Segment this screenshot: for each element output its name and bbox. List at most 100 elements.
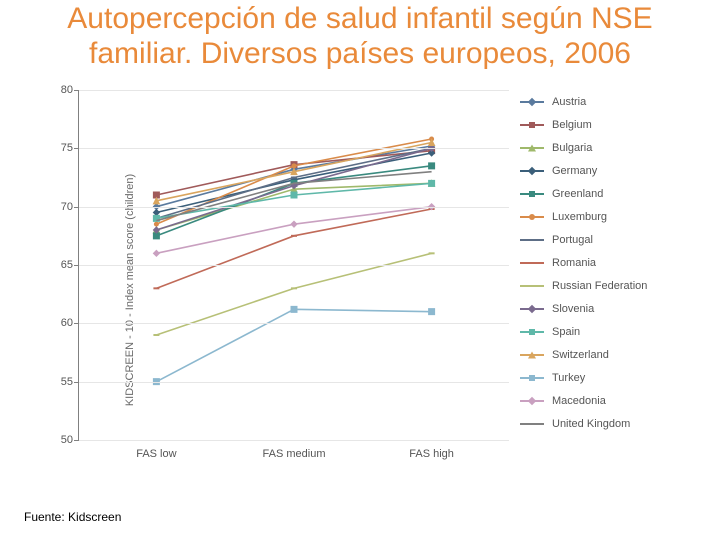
legend-item: Romania: [520, 251, 675, 274]
legend-marker-icon: [529, 329, 535, 335]
legend-item: Austria: [520, 90, 675, 113]
legend-swatch: [520, 281, 544, 291]
legend-item: Germany: [520, 159, 675, 182]
chart: KIDSCREEN - 10 - Index mean score (child…: [40, 90, 680, 490]
series-marker: [153, 250, 159, 256]
legend-item: Russian Federation: [520, 274, 675, 297]
legend-marker-icon: [528, 166, 536, 174]
legend-item: Belgium: [520, 113, 675, 136]
y-tick: [74, 207, 79, 208]
legend-item: Luxemburg: [520, 205, 675, 228]
x-tick-label: FAS low: [136, 448, 176, 460]
legend-label: Switzerland: [552, 349, 609, 361]
x-tick-label: FAS high: [409, 448, 454, 460]
legend-item: Spain: [520, 320, 675, 343]
gridline: [79, 323, 509, 324]
legend-label: Macedonia: [552, 395, 606, 407]
y-tick-label: 80: [61, 84, 73, 96]
legend-swatch: [520, 120, 544, 130]
gridline: [79, 148, 509, 149]
legend-item: Macedonia: [520, 389, 675, 412]
y-tick-label: 55: [61, 376, 73, 388]
legend-label: United Kingdom: [552, 418, 630, 430]
series-marker: [153, 210, 159, 216]
legend-swatch: [520, 419, 544, 429]
legend-swatch: [520, 143, 544, 153]
series-marker: [154, 222, 159, 227]
legend-swatch: [520, 258, 544, 268]
legend-item: Portugal: [520, 228, 675, 251]
series-marker: [291, 192, 297, 198]
y-tick-label: 60: [61, 317, 73, 329]
y-tick: [74, 440, 79, 441]
legend-swatch: [520, 350, 544, 360]
slide-title: Autopercepción de salud infantil según N…: [0, 0, 720, 75]
y-tick-label: 65: [61, 259, 73, 271]
legend-label: Portugal: [552, 234, 593, 246]
gridline: [79, 382, 509, 383]
legend-swatch: [520, 373, 544, 383]
legend-label: Turkey: [552, 372, 585, 384]
legend-marker-icon: [528, 396, 536, 404]
legend-label: Belgium: [552, 119, 592, 131]
y-tick: [74, 90, 79, 91]
source-caption: Fuente: Kidscreen: [24, 510, 121, 524]
series-marker: [153, 233, 159, 239]
legend-item: United Kingdom: [520, 412, 675, 435]
legend-swatch: [520, 304, 544, 314]
y-tick: [74, 382, 79, 383]
y-tick: [74, 265, 79, 266]
title-line-2: familiar. Diversos países europeos, 2006: [89, 37, 631, 70]
legend-swatch: [520, 396, 544, 406]
gridline: [79, 265, 509, 266]
legend-label: Austria: [552, 96, 586, 108]
legend-marker-icon: [528, 351, 536, 358]
legend-item: Slovenia: [520, 297, 675, 320]
y-tick-label: 70: [61, 201, 73, 213]
plot-area: 50556065707580FAS lowFAS mediumFAS high: [78, 90, 509, 441]
legend-label: Bulgaria: [552, 142, 592, 154]
slide: Autopercepción de salud infantil según N…: [0, 0, 720, 540]
series-marker: [429, 163, 435, 169]
y-tick: [74, 323, 79, 324]
legend-marker-icon: [528, 285, 536, 287]
legend-label: Greenland: [552, 188, 603, 200]
gridline: [79, 207, 509, 208]
legend-marker-icon: [528, 304, 536, 312]
legend-swatch: [520, 235, 544, 245]
legend-label: Spain: [552, 326, 580, 338]
legend-marker-icon: [528, 262, 536, 264]
series-marker: [429, 309, 435, 315]
legend-swatch: [520, 212, 544, 222]
legend-swatch: [520, 166, 544, 176]
x-tick-label: FAS medium: [263, 448, 326, 460]
gridline: [79, 90, 509, 91]
legend-swatch: [520, 97, 544, 107]
legend-label: Slovenia: [552, 303, 594, 315]
legend-label: Germany: [552, 165, 597, 177]
series-marker: [291, 221, 297, 227]
legend-marker-icon: [529, 214, 535, 220]
legend-marker-icon: [528, 144, 536, 151]
y-tick-label: 50: [61, 434, 73, 446]
legend-marker-icon: [529, 191, 535, 197]
legend-swatch: [520, 327, 544, 337]
legend: Austria Belgium Bulgaria Germany Greenland Lu…: [520, 90, 675, 435]
legend-marker-icon: [528, 239, 536, 241]
series-line: [156, 207, 431, 254]
legend-marker-icon: [529, 375, 535, 381]
title-line-1: Autopercepción de salud infantil según N…: [67, 2, 652, 35]
legend-label: Luxemburg: [552, 211, 607, 223]
series-marker: [429, 180, 435, 186]
y-tick-label: 75: [61, 142, 73, 154]
y-tick: [74, 148, 79, 149]
series-marker: [291, 306, 297, 312]
legend-label: Russian Federation: [552, 280, 647, 292]
legend-item: Switzerland: [520, 343, 675, 366]
legend-label: Romania: [552, 257, 596, 269]
legend-item: Greenland: [520, 182, 675, 205]
legend-marker-icon: [528, 97, 536, 105]
gridline: [79, 440, 509, 441]
legend-item: Bulgaria: [520, 136, 675, 159]
legend-swatch: [520, 189, 544, 199]
